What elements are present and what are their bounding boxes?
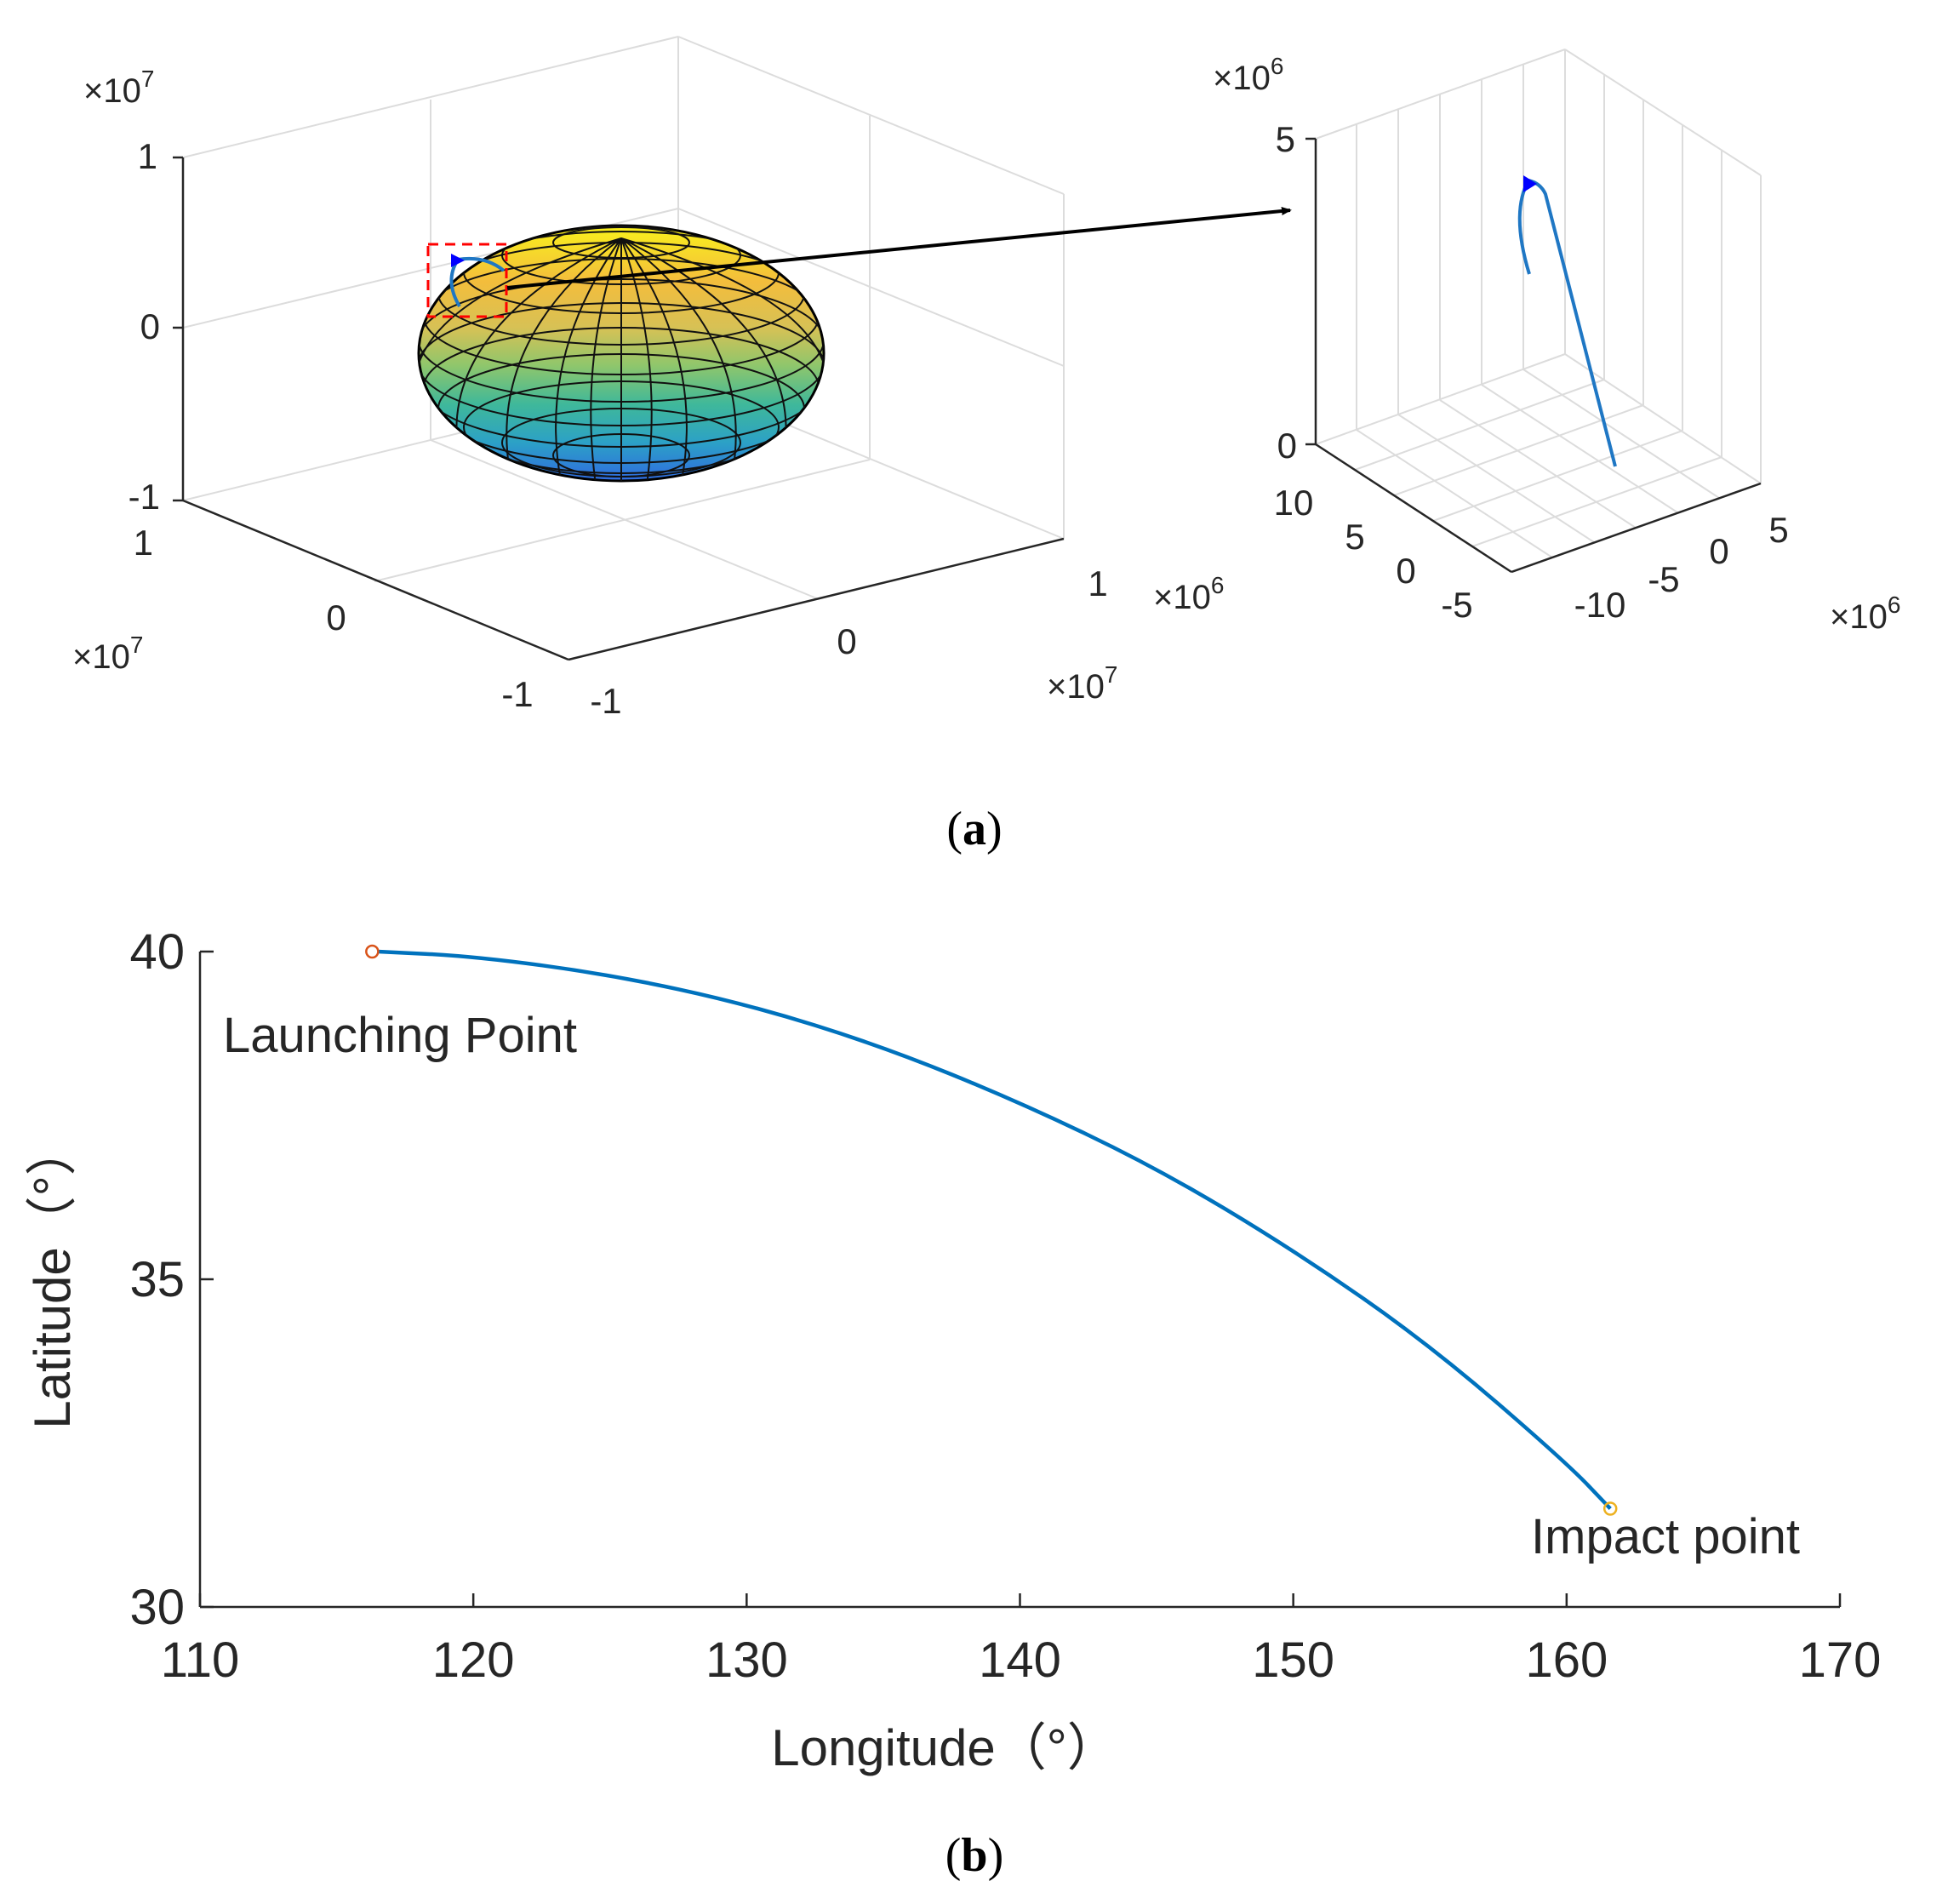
y-axis-label: Latitude（°） bbox=[24, 1124, 81, 1429]
earth-ellipsoid bbox=[417, 224, 825, 483]
main-x-tick-0: 0 bbox=[837, 621, 856, 661]
main-z-tick-0: 0 bbox=[140, 306, 160, 346]
main-box-axes bbox=[173, 156, 1065, 661]
main-x-multiplier: ×107 bbox=[1047, 661, 1117, 706]
main-x-tick-1: 1 bbox=[1088, 563, 1107, 603]
zoom-right-tick-5: 5 bbox=[1768, 510, 1788, 550]
caption-a: (a) bbox=[946, 803, 1002, 855]
zoom-left-tick-0: 0 bbox=[1396, 551, 1415, 591]
x-axis-label: Longitude（°） bbox=[771, 1719, 1118, 1776]
panel-a-main-axes: ×107 1 0 -1 1 0 -1 ×107 -1 0 1 ×107 ×106 bbox=[72, 36, 1224, 721]
zoom-arrow bbox=[506, 207, 1292, 289]
zoom-z-tick-0: 0 bbox=[1277, 426, 1297, 466]
caption-b: (b) bbox=[945, 1829, 1003, 1882]
zoom-right-tick-neg5: -5 bbox=[1648, 559, 1679, 599]
main-y-tick-1: 1 bbox=[134, 523, 153, 563]
x-tick-label: 140 bbox=[979, 1632, 1061, 1688]
main-x-tick-neg1: -1 bbox=[590, 681, 621, 721]
trajectory-3d-zoom bbox=[1517, 175, 1617, 467]
zoom-region-box bbox=[426, 243, 508, 318]
x-tick-label: 110 bbox=[161, 1632, 239, 1688]
x-tick-label: 120 bbox=[432, 1632, 515, 1688]
main-y-multiplier: ×107 bbox=[72, 632, 143, 676]
trajectory-3d-main bbox=[449, 254, 506, 308]
zoom-right-tick-0: 0 bbox=[1709, 531, 1728, 571]
zoom-box-back-edges bbox=[1315, 49, 1762, 558]
zoom-z-multiplier: ×106 bbox=[1213, 53, 1283, 97]
zoom-left-tick-5: 5 bbox=[1345, 517, 1364, 557]
y-tick-label: 35 bbox=[129, 1252, 185, 1307]
main-y-tick-neg1: -1 bbox=[501, 674, 533, 714]
x-tick-label: 160 bbox=[1525, 1632, 1608, 1688]
main-z-tick-1: 1 bbox=[138, 136, 157, 176]
main-z-multiplier: ×107 bbox=[83, 66, 154, 110]
zoom-z-tick-5: 5 bbox=[1276, 119, 1295, 159]
y-tick-label: 30 bbox=[129, 1580, 185, 1635]
main-box-back-edges bbox=[182, 36, 1065, 600]
impact-label: Impact point bbox=[1531, 1509, 1800, 1564]
main-y-tick-0: 0 bbox=[326, 598, 346, 638]
x-tick-label: 130 bbox=[706, 1632, 788, 1688]
main-z-tick-neg1: -1 bbox=[129, 477, 160, 517]
y-tick-label: 40 bbox=[129, 924, 185, 980]
panel-a-zoom-axes: ×106 5 0 10 5 0 -5 -10 -5 0 5 ×106 bbox=[1213, 49, 1900, 636]
impact-marker bbox=[1602, 1501, 1618, 1516]
panel-b-chart: 110 120 130 140 150 160 170 30 35 40 Longitude（°）… bbox=[24, 924, 1881, 1776]
x-tick-label: 170 bbox=[1799, 1632, 1882, 1688]
zoom-left-tick-neg5: -5 bbox=[1441, 585, 1472, 625]
launch-label: Launching Point bbox=[223, 1008, 577, 1063]
zoom-right-tick-neg10: -10 bbox=[1574, 585, 1626, 625]
main-side-multiplier: ×106 bbox=[1153, 572, 1224, 616]
zoom-left-tick-10: 10 bbox=[1274, 483, 1314, 523]
plot-area: 110 120 130 140 150 160 170 30 35 40 bbox=[129, 924, 1881, 1688]
zoom-box-axes bbox=[1305, 137, 1762, 574]
launch-marker bbox=[365, 944, 380, 959]
x-tick-label: 150 bbox=[1252, 1632, 1334, 1688]
series-line-trajectory bbox=[377, 949, 1612, 1511]
zoom-right-multiplier: ×106 bbox=[1830, 592, 1900, 636]
